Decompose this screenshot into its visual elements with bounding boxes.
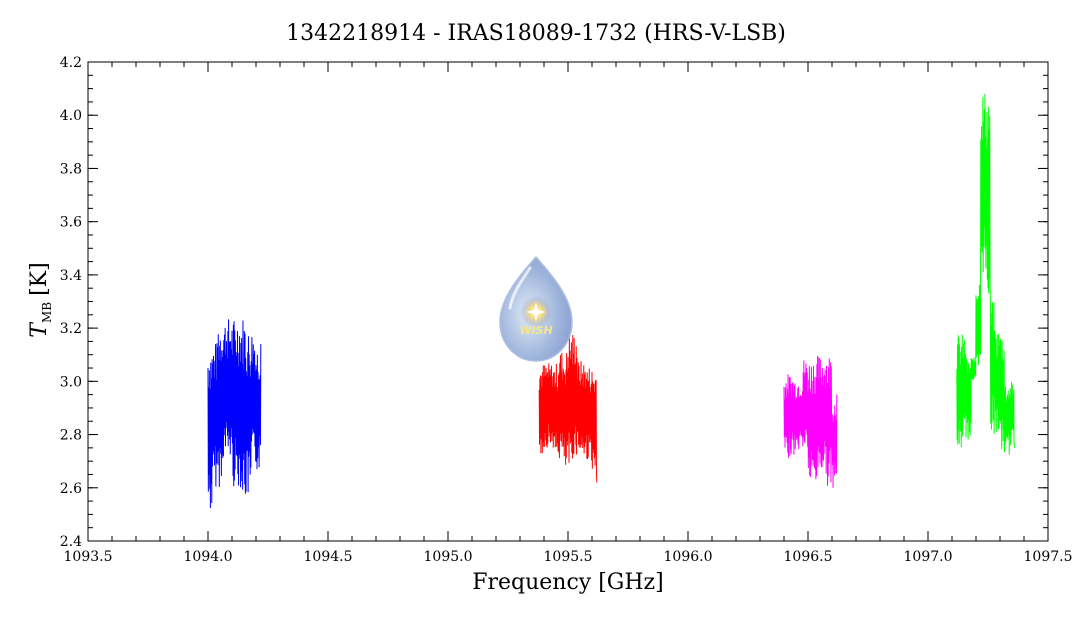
y-tick-label: 3.0 bbox=[60, 374, 82, 390]
x-tick-label: 1094.5 bbox=[304, 549, 353, 565]
wish-logo: WISH bbox=[499, 255, 573, 362]
x-tick-label: 1097.5 bbox=[1024, 549, 1072, 565]
series-layer bbox=[207, 93, 1015, 509]
y-axis-symbol: T bbox=[27, 321, 52, 338]
x-axis-label: Frequency [GHz] bbox=[472, 570, 664, 595]
y-tick-label: 2.8 bbox=[60, 428, 82, 444]
y-tick-label: 2.4 bbox=[60, 534, 82, 550]
wish-logo-text: WISH bbox=[519, 324, 552, 337]
y-tick-label: 4.2 bbox=[60, 55, 82, 71]
x-tick-label: 1095.0 bbox=[424, 549, 473, 565]
y-tick-label: 3.8 bbox=[60, 161, 82, 177]
y-axis-label: TMB [K] bbox=[27, 262, 54, 337]
series-line-2 bbox=[783, 355, 838, 488]
chart-title: 1342218914 - IRAS18089-1732 (HRS-V-LSB) bbox=[286, 21, 786, 46]
y-tick-label: 4.0 bbox=[60, 108, 82, 124]
y-tick-label: 3.6 bbox=[60, 215, 82, 231]
y-tick-label: 3.4 bbox=[60, 268, 82, 284]
y-axis-subscript: MB bbox=[40, 302, 54, 323]
series-line-1 bbox=[538, 335, 598, 483]
x-tick-label: 1096.0 bbox=[664, 549, 713, 565]
x-tick-label: 1097.0 bbox=[904, 549, 953, 565]
y-axis-unit: [K] bbox=[27, 262, 52, 296]
y-tick-label: 3.2 bbox=[60, 321, 82, 337]
axis-ticks: 1093.5 1094.0 1094.5 1095.0 1095.5 1096.0 1096… bbox=[60, 55, 1072, 565]
series-line-3 bbox=[956, 93, 1015, 455]
series-line-0 bbox=[207, 319, 262, 509]
x-tick-label: 1094.0 bbox=[184, 549, 233, 565]
x-tick-label: 1096.5 bbox=[784, 549, 833, 565]
x-tick-label: 1095.5 bbox=[544, 549, 593, 565]
y-tick-label: 2.6 bbox=[60, 481, 82, 497]
x-tick-label: 1093.5 bbox=[64, 549, 113, 565]
svg-text:TMB[K]: TMB [K] bbox=[27, 262, 54, 337]
